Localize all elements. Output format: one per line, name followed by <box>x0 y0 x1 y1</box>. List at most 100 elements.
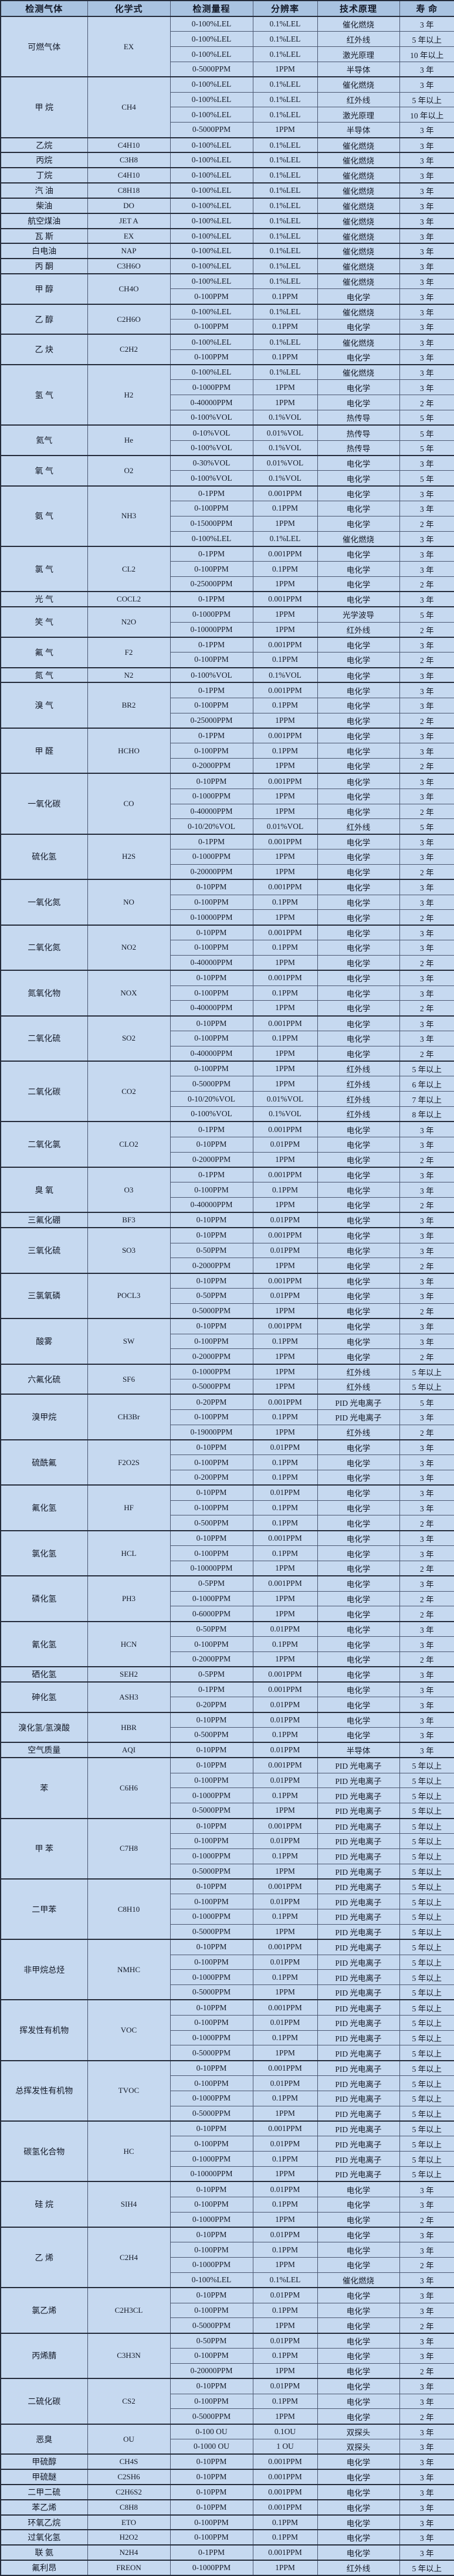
range-cell: 0-100PPM <box>170 319 253 335</box>
principle-cell: 电化学 <box>317 2393 400 2410</box>
resolution-cell: 0.1%LEL <box>252 152 318 168</box>
principle-cell: PID 光电离子 <box>317 1394 400 1410</box>
chemical-formula-cell: C4H10 <box>87 167 171 183</box>
principle-cell: 电化学 <box>317 1000 400 1017</box>
lifetime-cell: 3 年 <box>399 924 454 941</box>
principle-cell: 电化学 <box>317 1681 400 1698</box>
resolution-cell: 0.001PPM <box>252 682 318 698</box>
resolution-cell: 1PPM <box>252 395 318 411</box>
range-cell: 0-100PPM <box>170 2529 253 2546</box>
lifetime-cell: 3 年 <box>399 1470 454 1486</box>
principle-cell: 双探头 <box>317 2439 400 2455</box>
resolution-cell: 0.1%LEL <box>252 243 318 259</box>
principle-cell: 电化学 <box>317 2211 400 2228</box>
gas-name-cell: 二硫化碳 <box>0 2378 88 2425</box>
lifetime-cell: 3 年 <box>399 273 454 290</box>
resolution-cell: 0.1PPM <box>252 1500 318 1516</box>
lifetime-cell: 3 年 <box>399 1711 454 1728</box>
range-cell: 0-100%LEL <box>170 152 253 168</box>
gas-name-cell: 丙烯腈 <box>0 2332 88 2379</box>
gas-sub-row: 0-100%LEL 0.1%LEL 激光原理 10 年以上 <box>1 46 454 62</box>
lifetime-cell: 2 年 <box>399 1348 454 1365</box>
principle-cell: 电化学 <box>317 1121 400 1137</box>
resolution-cell: 0.1PPM <box>252 2393 318 2410</box>
chemical-formula-cell: CH4S <box>87 2453 171 2470</box>
gas-sub-row: 0-1000PPM 0.1PPM PID 光电离子 5 年以上 <box>1 1969 454 1986</box>
principle-cell: 催化燃烧 <box>317 334 400 350</box>
principle-cell: 电化学 <box>317 1484 400 1501</box>
principle-cell: 激光原理 <box>317 46 400 62</box>
range-cell: 0-10PPM <box>170 1439 253 1456</box>
chemical-formula-cell: OU <box>87 2423 171 2455</box>
chemical-formula-cell: C8H8 <box>87 2499 171 2516</box>
range-cell: 0-1000PPM <box>170 606 253 623</box>
chemical-formula-cell: DO <box>87 197 171 214</box>
resolution-cell: 1PPM <box>252 954 318 971</box>
resolution-cell: 0.001PPM <box>252 1015 318 1031</box>
principle-cell: PID 光电离子 <box>317 2030 400 2046</box>
gas-name-cell: 砷化氢 <box>0 1681 88 1713</box>
gas-name-cell: 丙 酮 <box>0 258 88 274</box>
gas-name-cell: 柴油 <box>0 197 88 214</box>
resolution-cell: 1PPM <box>252 712 318 729</box>
gas-group-row: 乙 烯 C2H4 0-10PPM 0.01PPM 电化学 3 年 <box>0 2226 454 2288</box>
resolution-cell: 1PPM <box>252 1606 318 1622</box>
lifetime-cell: 3 年 <box>399 985 454 1001</box>
gas-sub-row: 0-40000PPM 1PPM 电化学 2 年 <box>1 1197 454 1213</box>
range-cell: 0-5000PPM <box>170 2105 253 2122</box>
lifetime-cell: 3 年 <box>399 2181 454 2197</box>
chemical-formula-cell: HCL <box>87 1530 171 1576</box>
principle-cell: 电化学 <box>317 1227 400 1243</box>
principle-cell: PID 光电离子 <box>317 2105 400 2122</box>
chemical-formula-cell: HCHO <box>87 727 171 774</box>
lifetime-cell: 5 年 <box>399 424 454 441</box>
range-cell: 0-10PPM <box>170 1999 253 2016</box>
range-cell: 0-100 OU <box>170 2423 253 2439</box>
gas-sub-row: 0-1000PPM 0.1PPM PID 光电离子 5 年以上 <box>1 2090 454 2106</box>
principle-cell: 电化学 <box>317 501 400 516</box>
table-body: 可燃气体 EX 0-100%LEL 0.1%LEL 催化燃烧 3 年 0-100%LEL 0.… <box>0 15 454 2576</box>
lifetime-cell: 2 年 <box>399 2408 454 2425</box>
principle-cell: 电化学 <box>317 1242 400 1259</box>
resolution-cell: 0.1PPM <box>252 1727 318 1743</box>
lifetime-cell: 3 年 <box>399 152 454 168</box>
resolution-cell: 0.1PPM <box>252 894 318 910</box>
gas-name-cell: 硫化氢 <box>0 833 88 880</box>
resolution-cell: 0.001PPM <box>252 1939 318 1955</box>
principle-cell: 电化学 <box>317 849 400 865</box>
resolution-cell: 0.01PPM <box>252 2181 318 2197</box>
lifetime-cell: 8 年以上 <box>399 1106 454 1122</box>
principle-cell: 催化燃烧 <box>317 2272 400 2288</box>
lifetime-cell: 3 年 <box>399 2332 454 2349</box>
range-cell: 0-10000PPM <box>170 2166 253 2182</box>
gas-group-row: 氨 气 NH3 0-1PPM 0.001PPM 电化学 3 年 <box>0 485 454 547</box>
principle-cell: 电化学 <box>317 1500 400 1516</box>
chemical-formula-cell: C3H3N <box>87 2332 171 2379</box>
principle-cell: 电化学 <box>317 1697 400 1713</box>
gas-name-cell: 硅 烷 <box>0 2181 88 2228</box>
resolution-cell: 0.1PPM <box>252 1545 318 1561</box>
gas-sub-row: 0-100PPM 0.1PPM 电化学 3 年 <box>1 1500 454 1516</box>
gas-sub-row: 0-100PPM 0.01PPM PID 光电离子 5 年以上 <box>1 2014 454 2031</box>
gas-sub-row: 0-1000PPM 1PPM 电化学 3 年 <box>1 788 454 804</box>
lifetime-cell: 3 年 <box>399 1575 454 1592</box>
gas-group-row: 甲 烷 CH4 0-100%LEL 0.1%LEL 催化燃烧 3 年 <box>0 76 454 138</box>
resolution-cell: 0.1PPM <box>252 1454 318 1470</box>
principle-cell: 电化学 <box>317 2181 400 2197</box>
principle-cell: 催化燃烧 <box>317 182 400 199</box>
resolution-cell: 0.001PPM <box>252 1757 318 1773</box>
principle-cell: 电化学 <box>317 1470 400 1486</box>
principle-cell: PID 光电离子 <box>317 2136 400 2152</box>
gas-group-row: 氯 气 CL2 0-1PPM 0.001PPM 电化学 3 年 <box>0 545 454 592</box>
range-cell: 0-100PPM <box>170 743 253 759</box>
range-cell: 0-100%VOL <box>170 1106 253 1122</box>
resolution-cell: 0.1PPM <box>252 1182 318 1198</box>
gas-name-cell: 瓦 斯 <box>0 227 88 244</box>
gas-name-cell: 非甲烷总烃 <box>0 1939 88 2000</box>
chemical-formula-cell: H2 <box>87 364 171 426</box>
range-cell: 0-10000PPM <box>170 621 253 638</box>
principle-cell: 电化学 <box>317 1212 400 1228</box>
range-cell: 0-100PPM <box>170 2196 253 2213</box>
resolution-cell: 1PPM <box>252 2363 318 2379</box>
lifetime-cell: 3 年 <box>399 1166 454 1183</box>
